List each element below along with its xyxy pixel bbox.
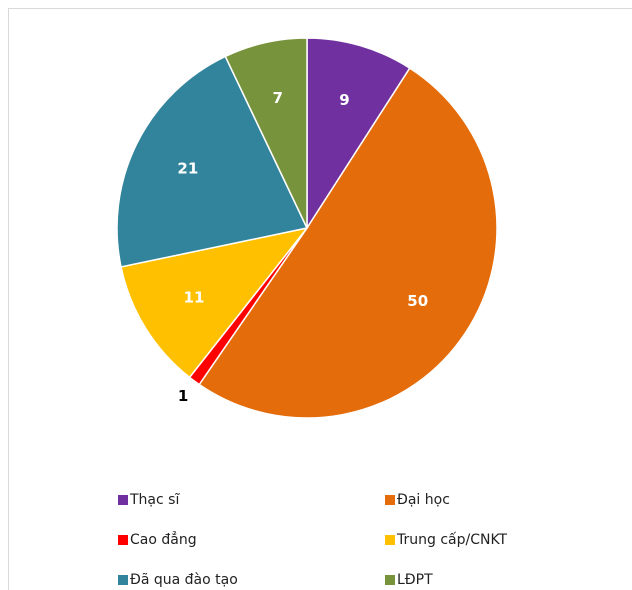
legend-label: Cao đẳng [130,531,197,548]
legend-swatch [118,495,128,505]
legend-swatch [385,495,395,505]
data-label: 7 [272,89,282,107]
legend-swatch [385,535,395,545]
legend-swatch [118,575,128,585]
legend-label: Đại học [397,492,450,508]
data-label: 21 [177,159,198,177]
pie-slice [306,37,411,231]
legend-swatch [118,535,128,545]
data-label: 9 [339,91,349,109]
data-label: 11 [184,289,205,307]
pie-slice [120,226,309,379]
pie-slice [224,37,308,229]
pie-slice [116,55,309,268]
pie-slice [198,67,498,419]
legend-swatch [385,575,395,585]
data-label: 1 [178,387,188,405]
data-label: 50 [407,292,428,310]
legend-label: Trung cấp/CNKT [396,532,508,548]
legend-label: LĐPT [397,572,433,588]
legend-label: Thạc sĩ [129,492,180,508]
legend-label: Đã qua đào tạo [130,572,238,588]
